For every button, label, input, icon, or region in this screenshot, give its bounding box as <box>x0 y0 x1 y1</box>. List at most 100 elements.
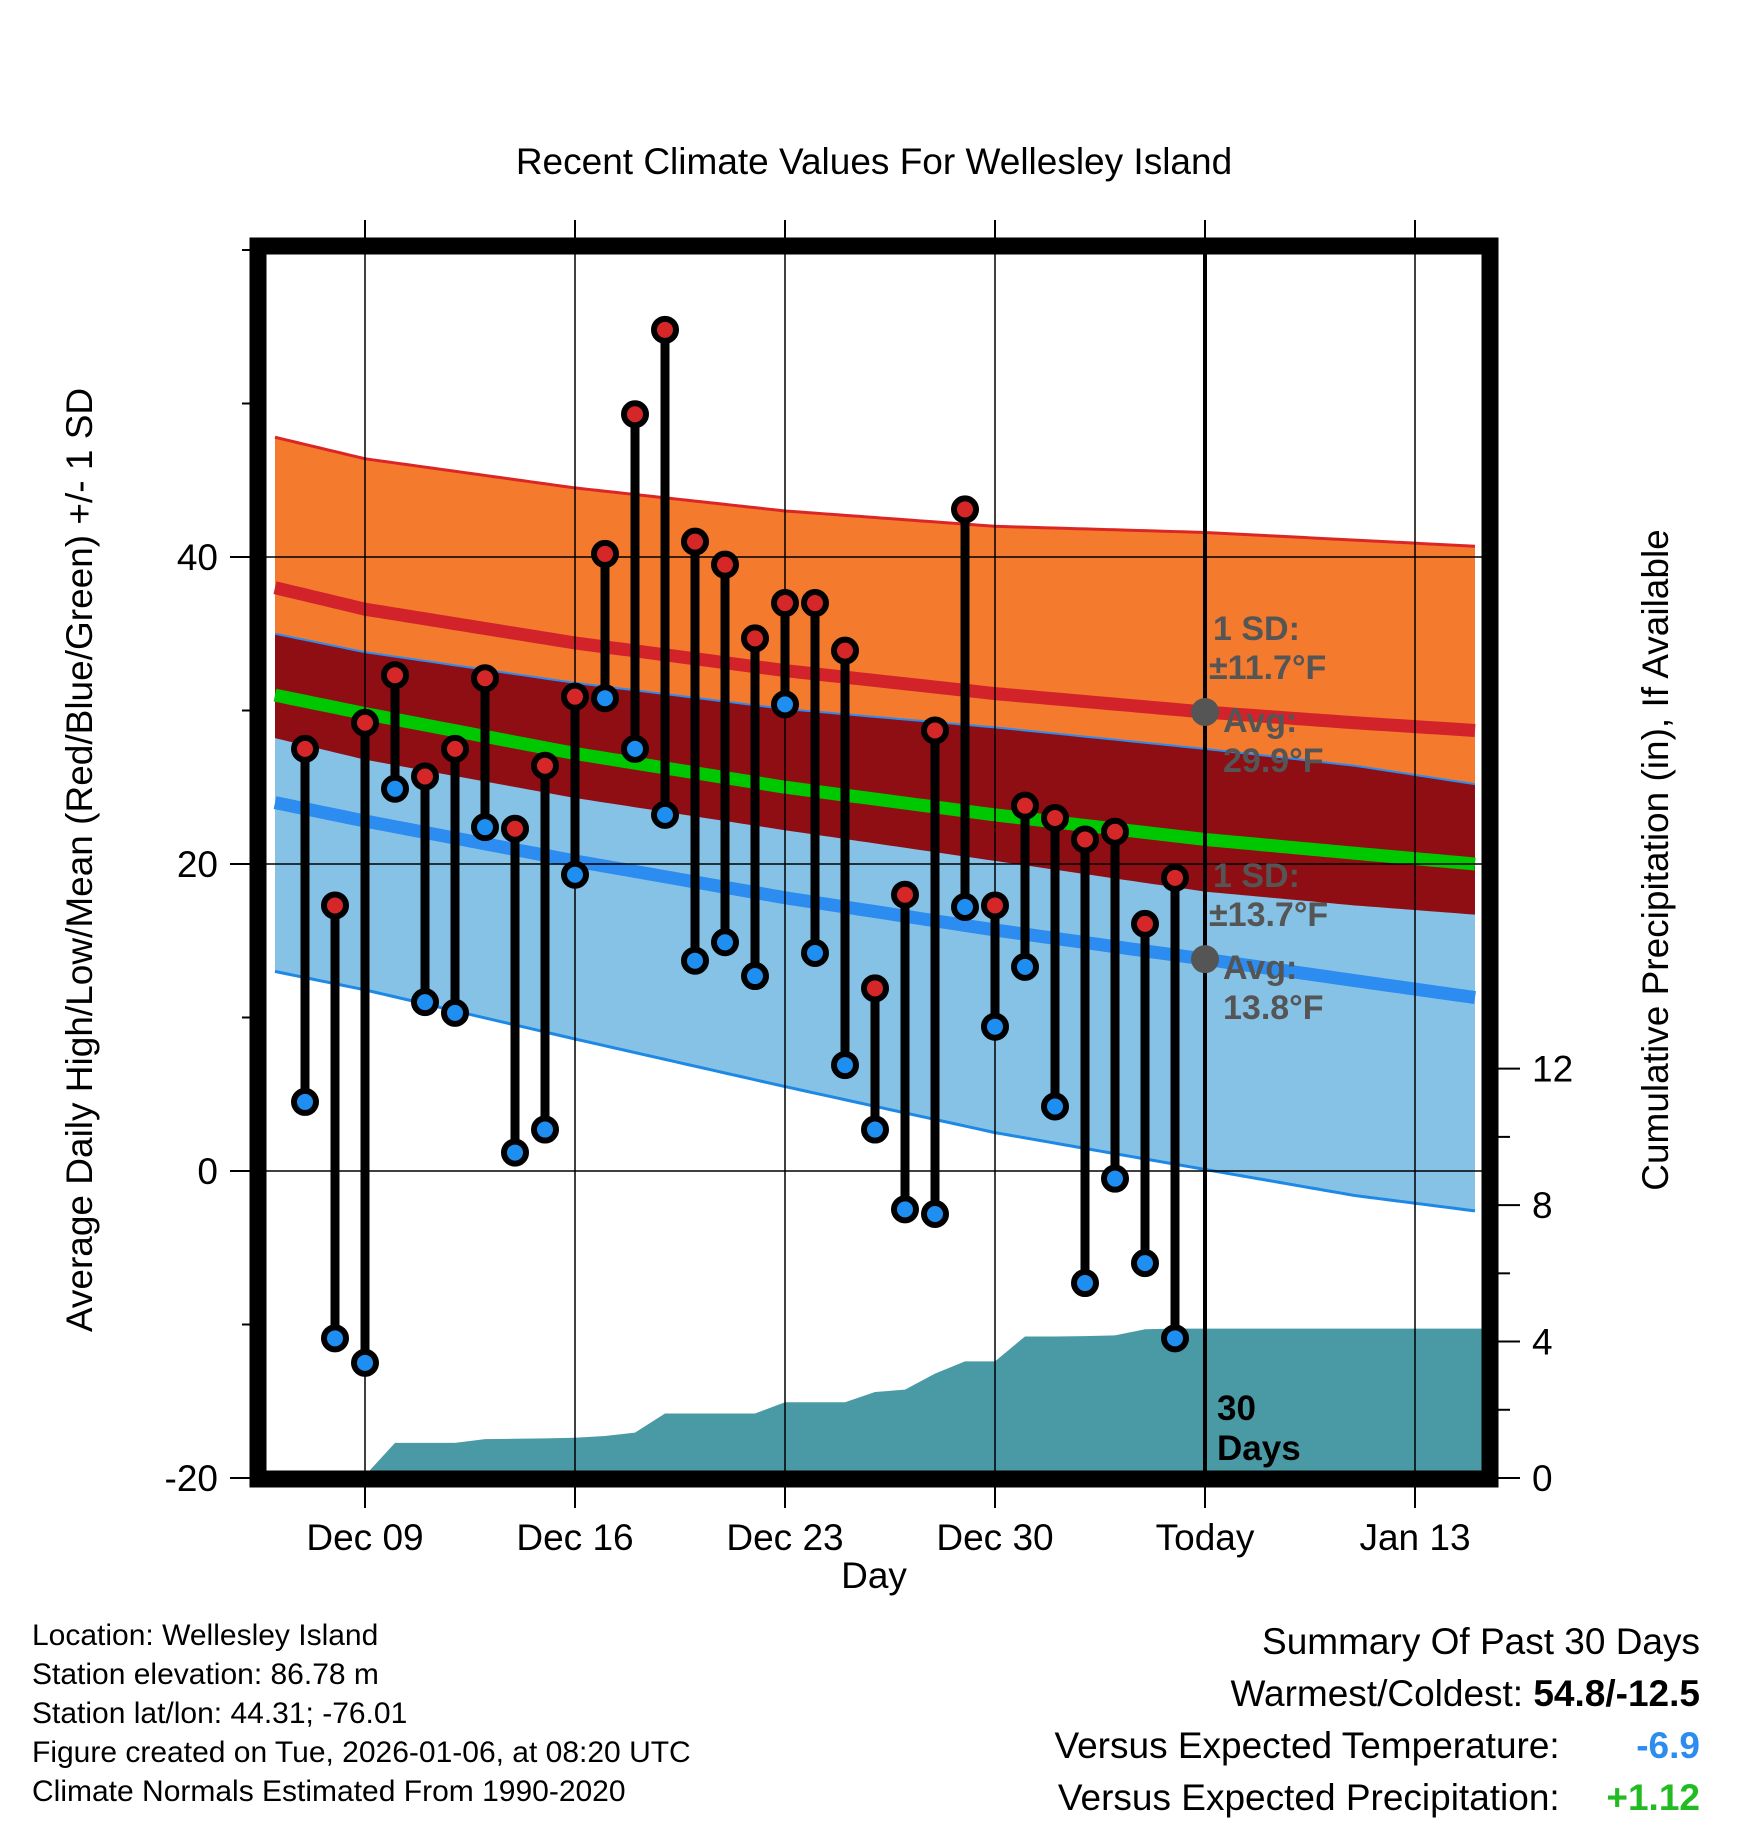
low-avg-marker <box>1191 945 1219 974</box>
y-tick-label-right: 0 <box>1532 1458 1553 1499</box>
daily-low-point <box>831 1051 859 1080</box>
y-tick-label-left: -20 <box>165 1458 218 1499</box>
x-tick-label: Dec 09 <box>306 1517 423 1558</box>
daily-low-point <box>1011 952 1039 981</box>
warmest-coldest-label: Warmest/Coldest: <box>1230 1673 1524 1714</box>
warmest-coldest-value: 54.8/-12.5 <box>1533 1673 1700 1714</box>
temp-departure-row: Versus Expected Temperature: -6.9 <box>1054 1720 1700 1772</box>
daily-low-point <box>531 1115 559 1144</box>
y-axis-right-title: Cumulative Precipitation (in), If Availa… <box>1635 529 1676 1191</box>
daily-low-point <box>861 1115 889 1144</box>
summary-panel: Summary Of Past 30 Days Warmest/Coldest:… <box>1054 1616 1700 1824</box>
precip-departure-row: Versus Expected Precipitation: +1.12 <box>1054 1772 1700 1824</box>
daily-low-point <box>711 928 739 957</box>
daily-high-point <box>351 708 379 737</box>
daily-high-point <box>831 636 859 665</box>
daily-high-point <box>891 880 919 909</box>
daily-high-point <box>621 400 649 429</box>
daily-low-point <box>771 690 799 719</box>
x-tick-label: Today <box>1156 1517 1255 1558</box>
daily-high-point <box>1041 803 1069 832</box>
normals-period: Climate Normals Estimated From 1990-2020 <box>32 1775 626 1808</box>
x-tick-label: Dec 16 <box>516 1517 633 1558</box>
high-sd-top-edge <box>274 435 1476 548</box>
daily-high-point <box>501 814 529 843</box>
figure-created: Figure created on Tue, 2026-01-06, at 08… <box>32 1736 691 1769</box>
x-tick-label: Dec 23 <box>726 1517 843 1558</box>
daily-low-point <box>891 1195 919 1224</box>
daily-high-point <box>561 682 589 711</box>
daily-low-point <box>681 946 709 975</box>
daily-high-point <box>1161 863 1189 892</box>
chart-title: Recent Climate Values For Wellesley Isla… <box>516 141 1232 182</box>
normal-mean-line <box>273 688 1476 871</box>
temp-departure-value: -6.9 <box>1636 1725 1700 1766</box>
daily-low-point <box>921 1199 949 1228</box>
y-tick-label-left: 40 <box>177 537 218 578</box>
high-avg-marker <box>1191 698 1219 727</box>
daily-high-point <box>651 315 679 344</box>
daily-high-point <box>591 539 619 568</box>
daily-low-point <box>1161 1324 1189 1353</box>
plot-frame <box>249 237 1499 1488</box>
daily-low-point <box>621 734 649 763</box>
daily-low-point <box>651 800 679 829</box>
daily-high-point <box>801 589 829 618</box>
daily-high-point <box>771 589 799 618</box>
y-axis-left-title: Average Daily High/Low/Mean (Red/Blue/Gr… <box>59 388 100 1332</box>
daily-low-point <box>381 774 409 803</box>
daily-high-point <box>1101 817 1129 846</box>
daily-low-point <box>951 892 979 921</box>
low-sd-value: ±13.7°F <box>1209 896 1328 934</box>
daily-high-point <box>291 734 319 763</box>
daily-low-point <box>1071 1269 1099 1298</box>
y-tick-label-right: 4 <box>1532 1322 1553 1363</box>
low-avg-value: 13.8°F <box>1223 989 1324 1027</box>
today-marker-label: Days <box>1217 1429 1301 1468</box>
normal-low-line <box>273 796 1476 1004</box>
daily-high-point <box>1071 825 1099 854</box>
daily-low-point <box>501 1138 529 1167</box>
low-avg-label: Avg: <box>1223 949 1297 987</box>
daily-high-point <box>981 891 1009 920</box>
daily-high-point <box>321 891 349 920</box>
daily-high-point <box>711 550 739 579</box>
daily-low-point <box>981 1012 1009 1041</box>
station-elevation: Station elevation: 86.78 m <box>32 1658 379 1691</box>
daily-high-point <box>861 974 889 1003</box>
daily-high-point <box>411 762 439 791</box>
high-sd-value: ±11.7°F <box>1209 649 1326 687</box>
warmest-coldest-row: Warmest/Coldest: 54.8/-12.5 <box>1054 1668 1700 1720</box>
high-avg-value: 29.9°F <box>1223 742 1324 780</box>
precip-departure-value: +1.12 <box>1606 1777 1700 1818</box>
station-info: Location: Wellesley Island Station eleva… <box>32 1616 691 1811</box>
y-tick-label-left: 20 <box>177 844 218 885</box>
high-sd-label: 1 SD: <box>1213 610 1300 648</box>
precip-departure-label: Versus Expected Precipitation: <box>1057 1777 1560 1818</box>
daily-high-point <box>1011 791 1039 820</box>
daily-low-point <box>441 998 469 1027</box>
x-tick-label: Dec 30 <box>936 1517 1053 1558</box>
daily-low-point <box>351 1348 379 1377</box>
daily-high-point <box>921 716 949 745</box>
summary-title: Summary Of Past 30 Days <box>1262 1621 1700 1662</box>
daily-low-point <box>741 962 769 991</box>
daily-low-point <box>1101 1164 1129 1193</box>
daily-low-point <box>291 1087 319 1116</box>
daily-high-point <box>381 661 409 690</box>
low-sd-top-edge <box>274 632 1476 786</box>
daily-low-point <box>1131 1249 1159 1278</box>
daily-high-point <box>471 664 499 693</box>
daily-low-point <box>1041 1092 1069 1121</box>
daily-high-point <box>1131 909 1159 938</box>
daily-low-point <box>561 860 589 889</box>
daily-high-point <box>741 624 769 653</box>
daily-low-point <box>801 939 829 968</box>
high-avg-label: Avg: <box>1223 702 1297 740</box>
today-marker-label: 30 <box>1217 1389 1256 1428</box>
station-latlon: Station lat/lon: 44.31; -76.01 <box>32 1697 408 1730</box>
temp-departure-label: Versus Expected Temperature: <box>1054 1725 1560 1766</box>
x-tick-label: Jan 13 <box>1359 1517 1470 1558</box>
y-tick-label-right: 12 <box>1532 1049 1573 1090</box>
daily-low-point <box>591 684 619 713</box>
